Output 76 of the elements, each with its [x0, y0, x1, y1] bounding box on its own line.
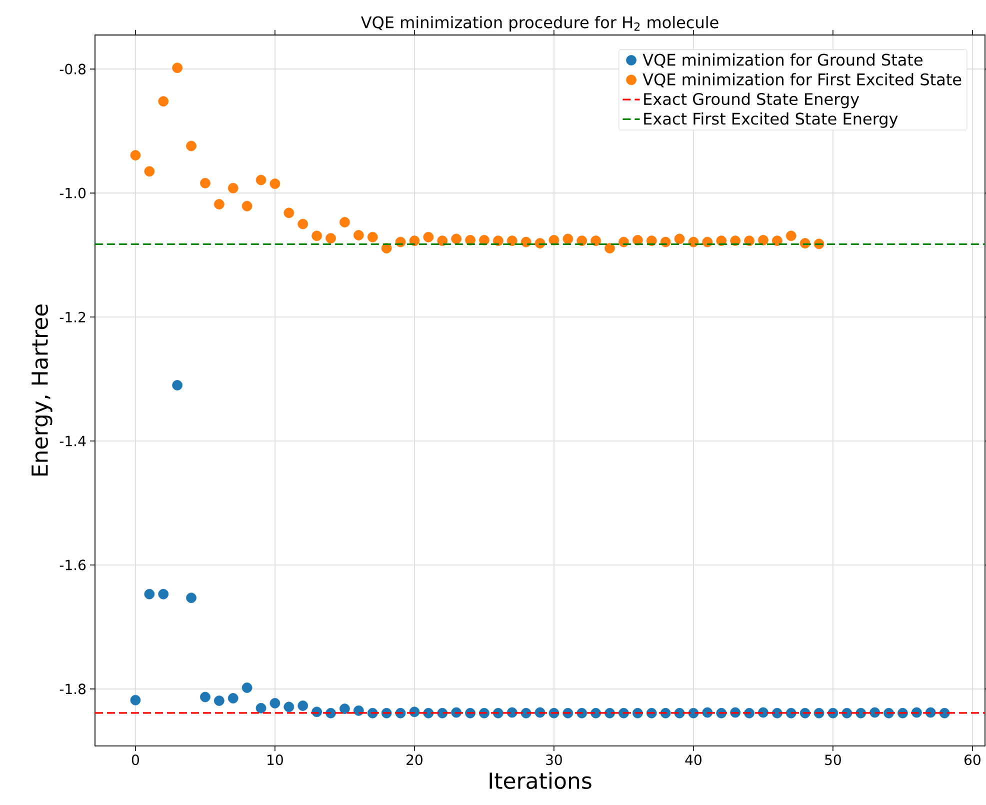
point [298, 700, 308, 711]
point [479, 234, 490, 246]
point [186, 140, 196, 152]
point [326, 233, 336, 244]
point [548, 234, 560, 246]
point [214, 199, 224, 210]
point [340, 704, 350, 714]
legend-label: VQE minimization for First Excited State [642, 73, 962, 88]
point [242, 200, 252, 212]
point [186, 592, 196, 604]
y-tick-label: -1.2 [60, 312, 86, 322]
point [228, 182, 238, 194]
point [786, 230, 796, 242]
y-tick-label: -1.0 [60, 188, 86, 198]
x-tick-label: 0 [132, 754, 139, 766]
x-tick-label: 20 [406, 754, 422, 766]
point [688, 236, 699, 248]
point [604, 243, 615, 254]
point [200, 178, 210, 188]
point [284, 208, 294, 218]
point [228, 693, 238, 704]
chart-title: VQE minimization procedure for H$_{2}$ molecule [360, 16, 718, 32]
x-tick-label: 10 [268, 754, 283, 766]
point [256, 174, 266, 186]
point [340, 216, 350, 228]
point [270, 178, 280, 189]
point [590, 236, 602, 246]
point [492, 236, 504, 246]
point [130, 150, 141, 160]
point [367, 232, 378, 242]
point [632, 234, 643, 246]
point [312, 230, 322, 242]
point [451, 234, 462, 244]
point [256, 702, 266, 714]
point [520, 236, 532, 248]
point [744, 236, 754, 246]
x-axis-title: Iterations [490, 772, 592, 789]
point [242, 682, 252, 693]
point [144, 588, 155, 600]
point [758, 234, 768, 246]
legend-label: Exact First Excited State Energy [644, 112, 898, 128]
point [270, 698, 280, 708]
legend-label: Exact Ground State Energy [644, 92, 860, 108]
point [353, 705, 364, 716]
point [158, 588, 169, 600]
point [158, 96, 169, 107]
point [172, 380, 183, 390]
point [130, 694, 141, 706]
point [465, 234, 476, 246]
point [284, 702, 294, 712]
x-tick-label: 40 [685, 754, 702, 766]
point [172, 62, 183, 74]
x-tick-label: 60 [964, 754, 980, 766]
point [618, 236, 629, 248]
y-axis-title: Energy, Hartree [32, 304, 52, 476]
legend-label: VQE minimization for Ground State [642, 53, 922, 68]
point [298, 218, 308, 230]
point [702, 236, 713, 248]
x-tick-label: 50 [825, 754, 841, 766]
y-tick-label: -1.4 [60, 436, 86, 446]
y-tick-label: -1.6 [60, 560, 86, 570]
point [772, 236, 782, 246]
y-tick-label: -1.8 [60, 684, 86, 694]
point [576, 236, 588, 246]
point [506, 236, 518, 246]
point [562, 234, 574, 244]
point [423, 232, 434, 242]
point [437, 236, 448, 246]
point [409, 236, 420, 246]
point [214, 696, 224, 706]
x-tick-label: 30 [546, 754, 562, 766]
point [674, 234, 685, 244]
point [200, 692, 210, 702]
point [353, 230, 364, 240]
point [144, 166, 155, 177]
y-tick-label: -0.8 [60, 64, 86, 74]
